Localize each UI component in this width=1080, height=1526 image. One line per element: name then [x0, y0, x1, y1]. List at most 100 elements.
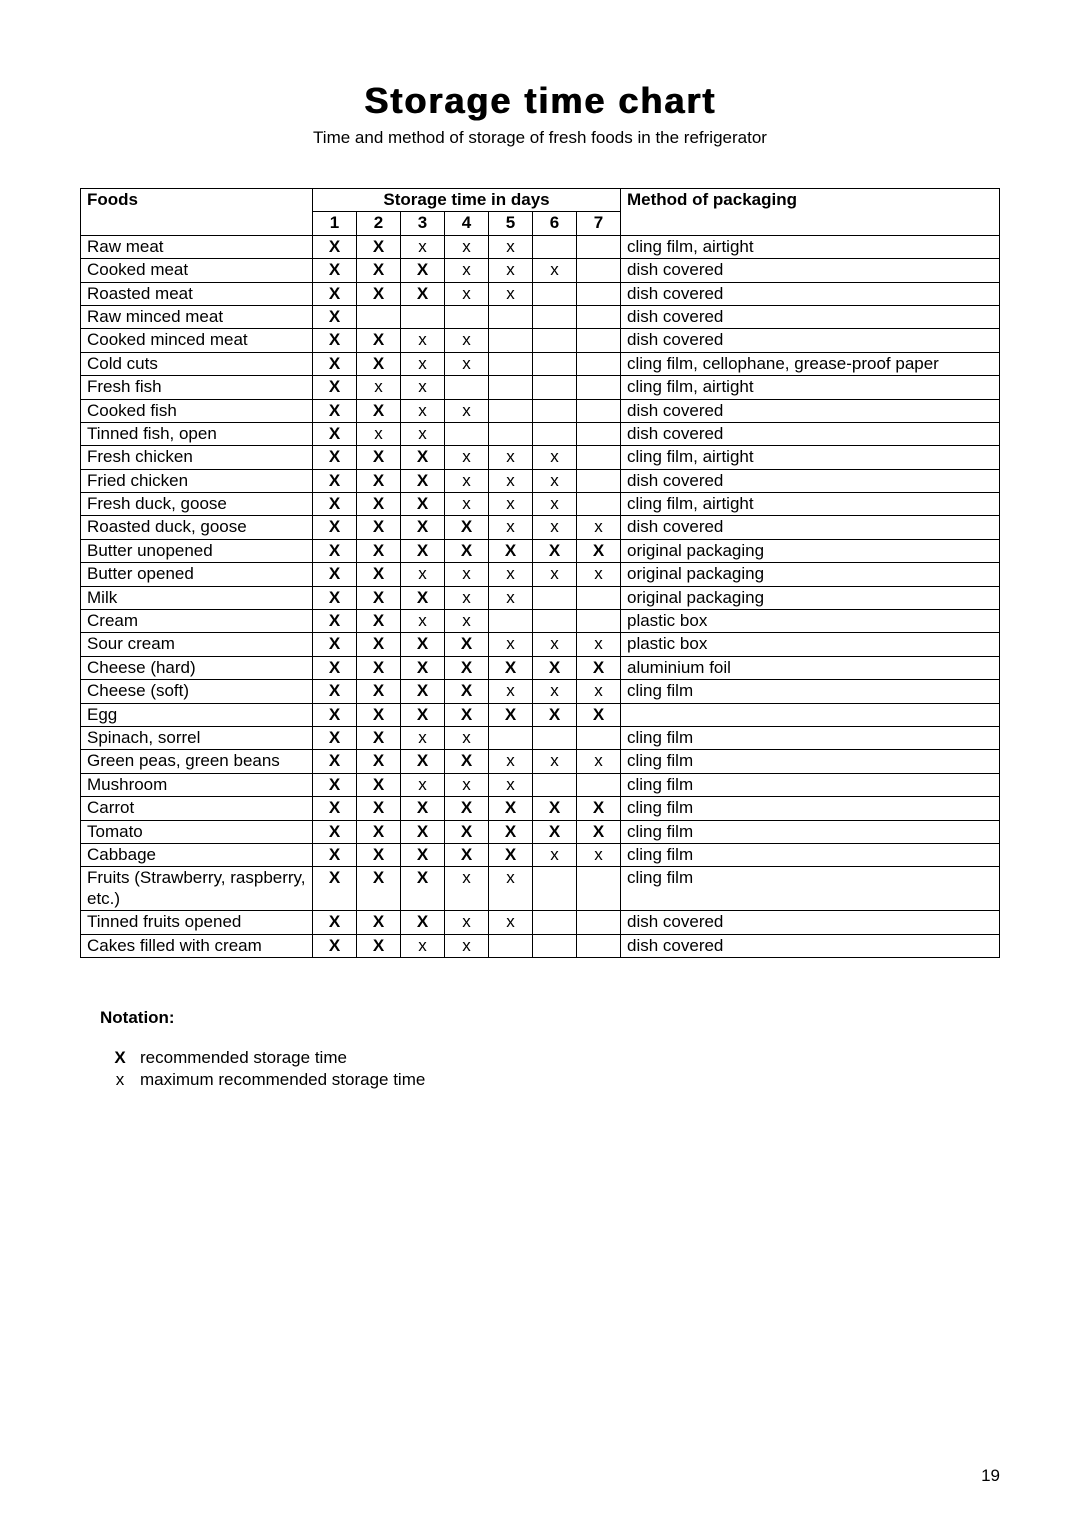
day-cell: x — [401, 726, 445, 749]
day-cell: x — [401, 352, 445, 375]
day-cell — [533, 282, 577, 305]
day-cell: X — [489, 539, 533, 562]
day-cell: X — [313, 656, 357, 679]
day-cell — [533, 934, 577, 957]
day-cell: X — [313, 469, 357, 492]
day-cell: X — [401, 703, 445, 726]
day-cell: x — [489, 469, 533, 492]
day-cell: X — [401, 656, 445, 679]
day-cell: x — [357, 376, 401, 399]
day-cell: x — [445, 911, 489, 934]
day-cell: X — [533, 703, 577, 726]
day-cell: X — [357, 259, 401, 282]
day-cell: x — [401, 563, 445, 586]
day-cell: x — [489, 586, 533, 609]
day-cell: X — [401, 843, 445, 866]
day-cell: X — [313, 934, 357, 957]
day-cell — [577, 329, 621, 352]
day-cell — [489, 934, 533, 957]
notation-text: recommended storage time — [140, 1048, 347, 1068]
day-cell: X — [313, 867, 357, 911]
table-row: Cooked minced meatXXxxdish covered — [81, 329, 1000, 352]
day-cell — [577, 305, 621, 328]
food-name: Roasted meat — [81, 282, 313, 305]
table-row: Fried chickenXXXxxxdish covered — [81, 469, 1000, 492]
day-cell: X — [401, 259, 445, 282]
day-cell: X — [445, 797, 489, 820]
day-cell: x — [445, 934, 489, 957]
day-cell: X — [357, 867, 401, 911]
food-name: Cream — [81, 610, 313, 633]
day-cell — [489, 305, 533, 328]
day-cell: X — [313, 235, 357, 258]
day-cell: X — [401, 539, 445, 562]
day-cell — [577, 469, 621, 492]
food-name: Butter unopened — [81, 539, 313, 562]
day-cell: X — [445, 539, 489, 562]
method-cell: cling film — [621, 867, 1000, 911]
day-cell: X — [357, 610, 401, 633]
method-cell: cling film, cellophane, grease-proof pap… — [621, 352, 1000, 375]
table-row: Spinach, sorrelXXxxcling film — [81, 726, 1000, 749]
header-day-7: 7 — [577, 212, 621, 235]
day-cell: X — [357, 352, 401, 375]
food-name: Cooked minced meat — [81, 329, 313, 352]
header-foods: Foods — [81, 189, 313, 236]
day-cell: X — [357, 773, 401, 796]
day-cell — [533, 329, 577, 352]
day-cell: x — [533, 446, 577, 469]
day-cell — [489, 376, 533, 399]
day-cell: X — [357, 446, 401, 469]
method-cell: cling film — [621, 750, 1000, 773]
day-cell: X — [401, 867, 445, 911]
day-cell — [489, 726, 533, 749]
day-cell: X — [313, 493, 357, 516]
method-cell: dish covered — [621, 259, 1000, 282]
food-name: Cold cuts — [81, 352, 313, 375]
day-cell: x — [577, 633, 621, 656]
day-cell: X — [357, 282, 401, 305]
table-row: MilkXXXxxoriginal packaging — [81, 586, 1000, 609]
day-cell: X — [313, 680, 357, 703]
table-row: Cold cutsXXxxcling film, cellophane, gre… — [81, 352, 1000, 375]
food-name: Fried chicken — [81, 469, 313, 492]
day-cell: x — [489, 750, 533, 773]
day-cell: x — [445, 726, 489, 749]
day-cell: X — [313, 329, 357, 352]
day-cell: X — [489, 656, 533, 679]
day-cell: x — [357, 422, 401, 445]
method-cell: original packaging — [621, 586, 1000, 609]
day-cell: X — [357, 797, 401, 820]
food-name: Cheese (soft) — [81, 680, 313, 703]
day-cell: x — [445, 563, 489, 586]
method-cell: cling film — [621, 680, 1000, 703]
header-day-1: 1 — [313, 212, 357, 235]
day-cell: X — [401, 820, 445, 843]
day-cell: x — [489, 633, 533, 656]
table-row: Cheese (soft)XXXXxxxcling film — [81, 680, 1000, 703]
food-name: Fruits (Strawberry, raspberry, etc.) — [81, 867, 313, 911]
day-cell: x — [533, 563, 577, 586]
table-row: Butter unopenedXXXXXXXoriginal packaging — [81, 539, 1000, 562]
food-name: Mushroom — [81, 773, 313, 796]
day-cell: x — [577, 680, 621, 703]
table-row: Cheese (hard)XXXXXXXaluminium foil — [81, 656, 1000, 679]
day-cell: X — [313, 399, 357, 422]
notation-title: Notation: — [100, 1008, 1000, 1028]
food-name: Egg — [81, 703, 313, 726]
day-cell: x — [445, 610, 489, 633]
food-name: Cakes filled with cream — [81, 934, 313, 957]
method-cell: cling film — [621, 773, 1000, 796]
day-cell: X — [489, 843, 533, 866]
day-cell — [533, 867, 577, 911]
food-name: Cooked fish — [81, 399, 313, 422]
table-row: Fresh fishXxxcling film, airtight — [81, 376, 1000, 399]
day-cell: x — [445, 282, 489, 305]
table-row: Green peas, green beansXXXXxxxcling film — [81, 750, 1000, 773]
day-cell: X — [357, 703, 401, 726]
day-cell: X — [357, 329, 401, 352]
day-cell: X — [313, 586, 357, 609]
day-cell — [489, 610, 533, 633]
day-cell: x — [577, 750, 621, 773]
day-cell: X — [401, 680, 445, 703]
